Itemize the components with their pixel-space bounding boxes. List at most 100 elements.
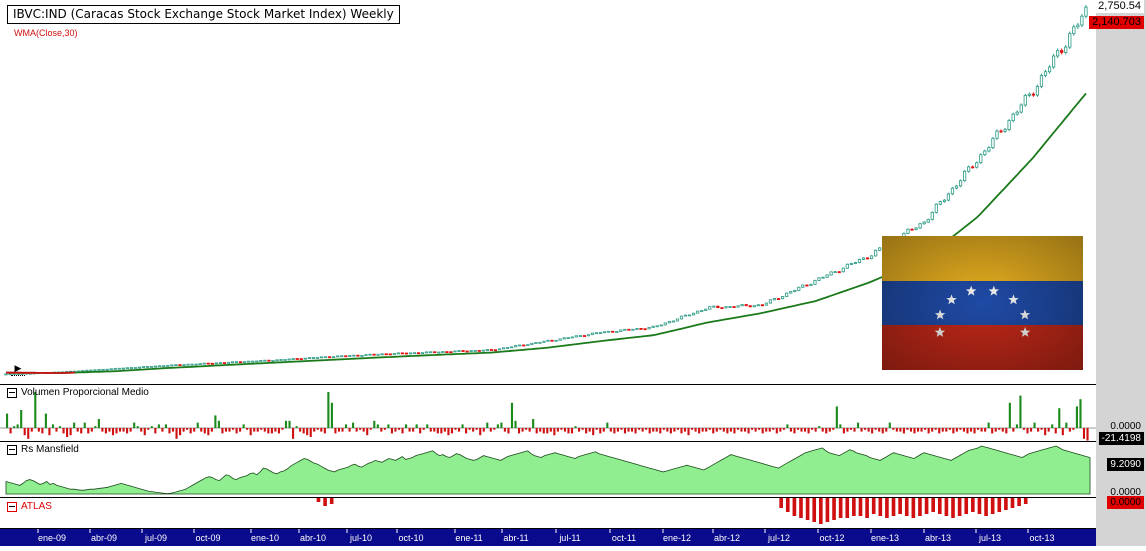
volume-bar xyxy=(274,428,276,432)
price-candle xyxy=(810,284,812,286)
volume-bar xyxy=(829,428,831,432)
timeline-label: abr-09 xyxy=(91,533,117,543)
atlas-bar xyxy=(819,498,823,524)
price-candle xyxy=(943,199,945,203)
price-candle xyxy=(126,368,128,369)
volume-bar xyxy=(906,428,908,430)
price-candle xyxy=(680,316,682,320)
price-candle xyxy=(1081,14,1083,27)
volume-bar xyxy=(952,428,954,433)
price-candle xyxy=(551,340,553,341)
price-candle xyxy=(595,332,597,333)
price-candle xyxy=(1004,128,1006,133)
price-candle xyxy=(195,364,197,365)
price-candle xyxy=(684,315,686,317)
volume-bar xyxy=(751,428,753,430)
atlas-bar xyxy=(878,498,882,516)
price-candle xyxy=(664,323,666,326)
price-candle xyxy=(907,228,909,234)
price-candle xyxy=(676,319,678,322)
price-candle xyxy=(603,331,605,332)
price-candle xyxy=(757,304,759,306)
volume-bar xyxy=(532,419,534,428)
volume-bar xyxy=(945,428,947,432)
atlas-bar xyxy=(918,498,922,516)
volume-bar xyxy=(80,428,82,433)
price-candle xyxy=(514,345,516,347)
price-candle xyxy=(272,360,274,361)
volume-bar xyxy=(666,428,668,432)
volume-bar xyxy=(733,428,735,433)
volume-bar xyxy=(59,426,61,428)
price-candle xyxy=(260,360,262,361)
price-candle xyxy=(134,367,136,368)
volume-bar xyxy=(207,428,209,435)
volume-bar xyxy=(214,415,216,428)
volume-bar xyxy=(17,424,19,428)
volume-bar xyxy=(716,428,718,432)
price-candle xyxy=(1000,129,1002,132)
price-candle xyxy=(692,313,694,316)
atlas-bar xyxy=(793,498,797,516)
collapse-icon[interactable] xyxy=(7,502,17,512)
volume-bar xyxy=(278,428,280,433)
volume-bar xyxy=(677,428,679,430)
price-candle xyxy=(98,369,100,370)
price-candle xyxy=(312,357,314,358)
volume-bar xyxy=(998,428,1000,430)
volume-bar xyxy=(606,423,608,428)
volume-bar xyxy=(458,428,460,432)
price-candle xyxy=(474,350,476,351)
volume-bar xyxy=(1026,428,1028,433)
atlas-bar xyxy=(806,498,810,520)
atlas-bar xyxy=(845,498,849,518)
play-icon[interactable]: ▶ xyxy=(11,361,25,376)
volume-bar xyxy=(645,428,647,430)
volume-bar xyxy=(91,428,93,432)
atlas-bar xyxy=(779,498,783,508)
price-candle xyxy=(862,257,864,260)
collapse-icon[interactable] xyxy=(7,388,17,398)
volume-bar xyxy=(267,428,269,433)
atlas-bar xyxy=(951,498,955,518)
volume-bar xyxy=(1051,424,1053,428)
volume-bar xyxy=(472,428,474,432)
timeline-label: abr-10 xyxy=(300,533,326,543)
volume-bar xyxy=(165,424,167,428)
price-candle xyxy=(1008,119,1010,131)
volume-bar xyxy=(635,428,637,433)
volume-bar xyxy=(186,428,188,430)
volume-bar xyxy=(38,428,40,432)
volume-bar xyxy=(624,428,626,433)
volume-bar xyxy=(490,428,492,432)
price-candle xyxy=(264,360,266,361)
volume-bar xyxy=(144,428,146,435)
volume-bar xyxy=(1016,424,1018,428)
volume-bar xyxy=(419,428,421,433)
volume-bar xyxy=(154,428,156,433)
volume-bar xyxy=(815,428,817,432)
volume-bar xyxy=(20,410,22,428)
price-candle xyxy=(575,335,577,337)
volume-bar xyxy=(525,428,527,430)
price-candle xyxy=(417,353,419,354)
volume-bar xyxy=(973,428,975,433)
volume-bar xyxy=(479,428,481,435)
price-candle xyxy=(870,255,872,259)
price-candle xyxy=(713,306,715,307)
price-candle xyxy=(110,369,112,370)
price-candle xyxy=(324,357,326,358)
volume-bar xyxy=(430,428,432,432)
atlas-bar xyxy=(323,498,327,506)
price-candle xyxy=(648,327,650,329)
atlas-bar xyxy=(852,498,856,516)
mansfield-pane xyxy=(6,446,1090,494)
price-candle xyxy=(628,329,630,330)
collapse-icon[interactable] xyxy=(7,445,17,455)
volume-bar xyxy=(631,428,633,432)
wma-indicator-label[interactable]: WMA(Close,30) xyxy=(14,28,78,38)
price-candle xyxy=(175,365,177,366)
volume-bar xyxy=(740,428,742,432)
price-candle xyxy=(878,247,880,251)
